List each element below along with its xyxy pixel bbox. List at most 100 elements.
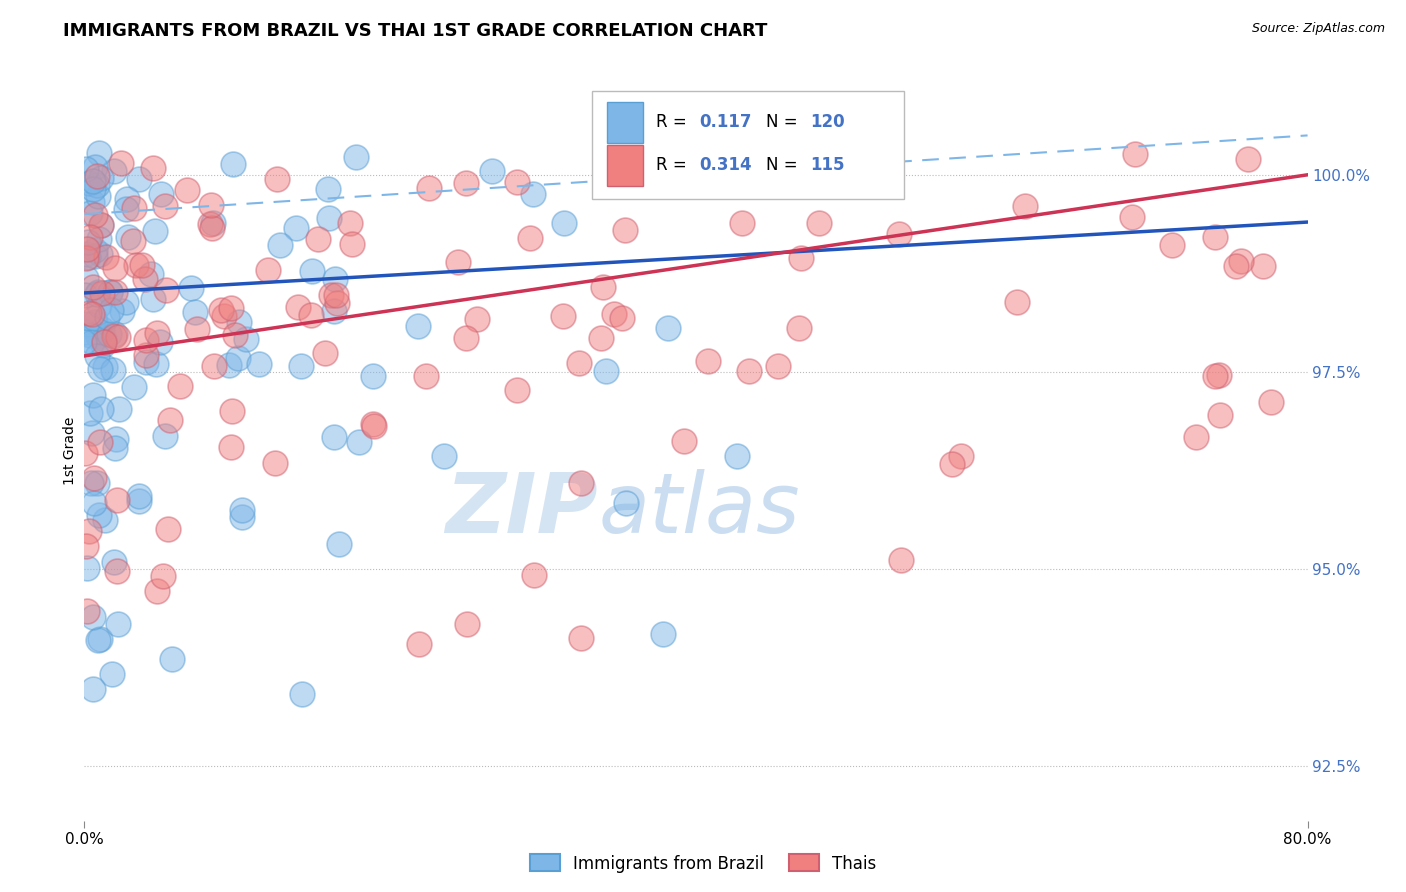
Point [180,281,202,295]
Point [76,250,98,264]
Point [87,329,110,343]
Point [82,182,104,196]
Point [790,251,813,265]
Legend: Immigrants from Brazil, Thais: Immigrants from Brazil, Thais [523,847,883,880]
Point [1125,146,1147,161]
Text: N =: N = [766,113,803,131]
Point [568,356,591,370]
Point [153,429,176,443]
Point [159,413,181,427]
Point [86,169,108,184]
Text: atlas: atlas [598,469,800,550]
Point [256,263,278,277]
Point [1204,230,1226,244]
Point [363,419,385,434]
Point [89,362,111,376]
Point [1260,395,1282,409]
Point [105,493,128,508]
Point [86,475,108,490]
Point [94,250,117,264]
Point [82,681,104,696]
Point [731,216,754,230]
Point [111,304,134,318]
Point [103,328,125,343]
Point [214,309,236,323]
Point [318,211,340,225]
Point [75,251,97,265]
Point [569,475,592,490]
Point [75,270,97,285]
Point [307,232,329,246]
Point [79,327,101,342]
Point [231,509,253,524]
Point [84,315,107,329]
FancyBboxPatch shape [606,102,644,143]
Point [87,231,110,245]
Point [94,359,117,374]
Point [231,503,253,517]
Point [553,309,575,323]
Point [153,199,176,213]
Point [184,305,207,319]
Text: Source: ZipAtlas.com: Source: ZipAtlas.com [1251,22,1385,36]
Point [134,272,156,286]
Text: R =: R = [655,156,692,175]
Point [285,221,308,235]
Point [84,161,107,175]
Point [84,208,107,222]
Point [150,186,173,201]
Point [87,189,110,203]
Point [221,440,243,454]
Point [1229,253,1251,268]
Point [224,328,246,343]
Point [768,359,790,374]
Point [221,404,243,418]
Point [218,358,240,372]
Point [76,235,98,249]
Point [465,311,488,326]
Point [1121,210,1143,224]
FancyBboxPatch shape [592,91,904,199]
Point [406,319,429,334]
Point [1209,409,1232,423]
Point [325,288,347,302]
Point [808,216,831,230]
Point [522,186,544,201]
Point [79,476,101,491]
Point [157,522,180,536]
Point [652,627,675,641]
Point [592,280,614,294]
Point [128,493,150,508]
Point [1225,259,1247,273]
Point [228,315,250,329]
Point [104,441,127,455]
Point [108,401,131,416]
Point [890,553,912,567]
Point [160,652,183,666]
Point [610,310,633,325]
Point [82,307,104,321]
Point [82,388,104,402]
Point [115,192,138,206]
Text: R =: R = [655,113,692,131]
Point [79,406,101,420]
Point [82,174,104,188]
Point [198,217,221,231]
Point [176,183,198,197]
Point [104,327,127,342]
Point [86,286,108,301]
Point [77,305,100,319]
Text: 120: 120 [810,113,845,131]
Point [135,355,157,369]
Point [90,401,112,416]
Point [696,354,718,368]
Point [82,194,104,209]
Point [1007,294,1029,309]
Point [519,231,541,245]
Point [145,357,167,371]
Point [90,218,112,232]
Point [124,201,146,215]
Point [523,568,546,582]
Point [155,283,177,297]
Point [96,310,118,325]
